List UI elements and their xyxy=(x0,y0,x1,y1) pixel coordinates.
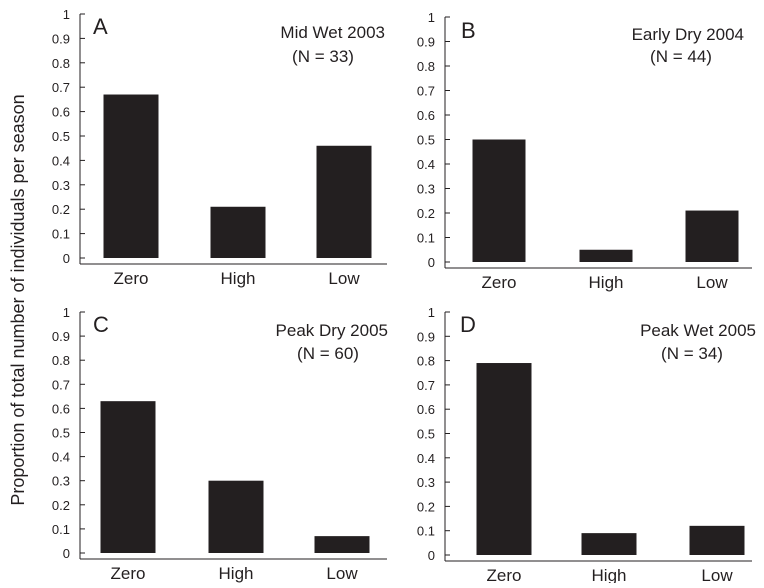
panel-letter: A xyxy=(93,14,108,39)
panel-b: 0 0.1 0.2 0.3 0.4 0.5 0.6 0.7 0.8 0.9 1 Zero High Low… xyxy=(417,10,752,292)
bar-high xyxy=(579,249,633,262)
panel-a: 0 0.1 0.2 0.3 0.4 0.5 0.6 0.7 0.8 0.9 1 Zero High Low… xyxy=(52,7,387,288)
y-tick-label: 0 xyxy=(428,255,435,270)
y-tick-label: 0.6 xyxy=(52,105,70,120)
panel-letter: D xyxy=(460,312,476,337)
y-tick-label: 1 xyxy=(63,305,70,320)
y-tick-label: 0.5 xyxy=(52,426,70,441)
y-tick-label: 0.5 xyxy=(417,133,435,148)
category-label: Low xyxy=(326,564,358,583)
sample-size-label: (N = 44) xyxy=(650,47,712,66)
category-label: High xyxy=(592,566,627,583)
y-tick-label: 0.3 xyxy=(417,475,435,490)
bar-high xyxy=(210,206,266,258)
season-title: Early Dry 2004 xyxy=(632,25,744,44)
y-tick-label: 0.9 xyxy=(52,31,70,46)
category-label: Zero xyxy=(487,566,522,583)
y-tick-label: 0.2 xyxy=(52,498,70,513)
y-tick-label: 0.7 xyxy=(417,84,435,99)
category-label: High xyxy=(219,564,254,583)
y-tick-label: 0.4 xyxy=(417,157,435,172)
y-tick-label: 1 xyxy=(428,305,435,320)
y-tick-label: 0.2 xyxy=(52,202,70,217)
y-tick-label: 0.7 xyxy=(52,377,70,392)
season-title: Peak Dry 2005 xyxy=(276,321,388,340)
y-tick-label: 0.3 xyxy=(52,178,70,193)
y-tick-label: 1 xyxy=(428,10,435,25)
y-tick-label: 0.4 xyxy=(417,451,435,466)
y-tick-label: 0.7 xyxy=(417,378,435,393)
y-tick-label: 0.9 xyxy=(52,329,70,344)
category-label: High xyxy=(589,273,624,292)
category-label: Low xyxy=(701,566,733,583)
category-label: Zero xyxy=(114,269,149,288)
y-tick-label: 0.3 xyxy=(417,182,435,197)
y-tick-label: 0.1 xyxy=(52,522,70,537)
y-tick-label: 0.7 xyxy=(52,80,70,95)
sample-size-label: (N = 33) xyxy=(292,47,354,66)
bar-zero xyxy=(472,139,526,262)
y-tick-label: 0.3 xyxy=(52,474,70,489)
panel-d: 0 0.1 0.2 0.3 0.4 0.5 0.6 0.7 0.8 0.9 1 Zero High Low… xyxy=(417,305,756,585)
y-axis-label: Proportion of total number of individual… xyxy=(8,94,28,505)
y-tick-label: 0.4 xyxy=(52,153,70,168)
y-tick-label: 0.5 xyxy=(417,427,435,442)
y-tick-label: 0.5 xyxy=(52,129,70,144)
bar-low xyxy=(689,525,745,555)
bar-high xyxy=(208,480,264,553)
bar-low xyxy=(314,536,370,553)
y-tick-label: 0 xyxy=(63,251,70,266)
y-tick-label: 0.2 xyxy=(417,499,435,514)
y-tick-label: 0.8 xyxy=(417,354,435,369)
bar-zero xyxy=(476,363,532,555)
category-label: Low xyxy=(328,269,360,288)
y-tick-label: 0.8 xyxy=(417,59,435,74)
panel-letter: B xyxy=(461,18,476,43)
bar-high xyxy=(581,533,637,555)
category-label: Low xyxy=(696,273,728,292)
y-tick-label: 0.9 xyxy=(417,35,435,50)
y-tick-label: 0.4 xyxy=(52,450,70,465)
y-tick-label: 0.8 xyxy=(52,353,70,368)
sample-size-label: (N = 34) xyxy=(661,344,723,363)
sample-size-label: (N = 60) xyxy=(297,344,359,363)
y-tick-label: 0.9 xyxy=(417,329,435,344)
season-title: Peak Wet 2005 xyxy=(640,321,756,340)
y-tick-label: 0.6 xyxy=(417,402,435,417)
bar-low xyxy=(316,145,372,258)
y-tick-label: 0.1 xyxy=(417,524,435,539)
panel-letter: C xyxy=(93,312,109,337)
y-tick-label: 1 xyxy=(63,7,70,22)
panel-c: 0 0.1 0.2 0.3 0.4 0.5 0.6 0.7 0.8 0.9 1 Zero High Low… xyxy=(52,305,388,583)
y-tick-label: 0 xyxy=(428,548,435,563)
y-tick-label: 0.6 xyxy=(52,401,70,416)
category-label: Zero xyxy=(111,564,146,583)
category-label: Zero xyxy=(482,273,517,292)
season-title: Mid Wet 2003 xyxy=(280,23,385,42)
y-tick-label: 0 xyxy=(63,546,70,561)
bar-zero xyxy=(103,94,159,259)
category-label: High xyxy=(221,269,256,288)
y-tick-label: 0.6 xyxy=(417,108,435,123)
y-tick-label: 0.8 xyxy=(52,56,70,71)
y-tick-label: 0.2 xyxy=(417,206,435,221)
bar-low xyxy=(685,210,739,262)
bar-zero xyxy=(100,401,156,553)
y-tick-label: 0.1 xyxy=(52,227,70,242)
y-tick-label: 0.1 xyxy=(417,231,435,246)
